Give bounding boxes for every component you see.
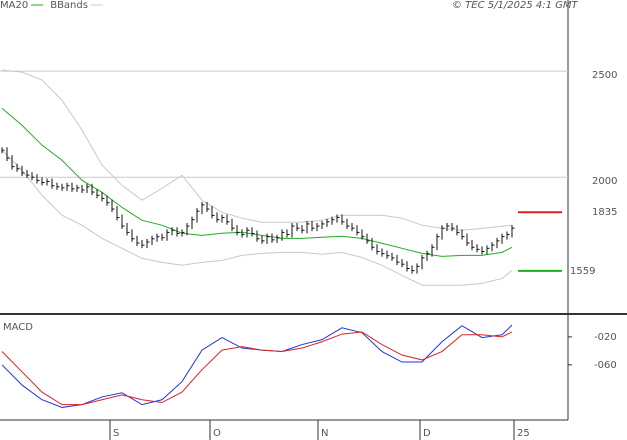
line-series <box>1 107 513 257</box>
x-tick-label: 25 <box>517 428 530 439</box>
x-tick-label: O <box>213 428 221 439</box>
y-tick-label: -020 <box>594 332 617 343</box>
line-series <box>1 331 513 406</box>
x-tick-label: S <box>113 428 119 439</box>
x-tick-label: D <box>423 428 431 439</box>
line-series <box>1 324 513 408</box>
y-tick-label: -060 <box>594 360 617 371</box>
y-tick-label: 2500 <box>592 70 617 81</box>
line-series <box>1 69 513 231</box>
level-label: 1835 <box>592 207 617 218</box>
y-tick-label: 2000 <box>592 176 617 187</box>
level-label: 1559 <box>570 266 595 277</box>
x-tick-label: N <box>321 428 328 439</box>
chart-title: © TEC 5/1/2025 4:1 GMT <box>452 0 579 11</box>
legend-label: MA20 <box>0 0 28 11</box>
line-series <box>1 149 513 286</box>
panel-title: MACD <box>3 322 33 333</box>
legend-label: BBands <box>50 0 88 11</box>
